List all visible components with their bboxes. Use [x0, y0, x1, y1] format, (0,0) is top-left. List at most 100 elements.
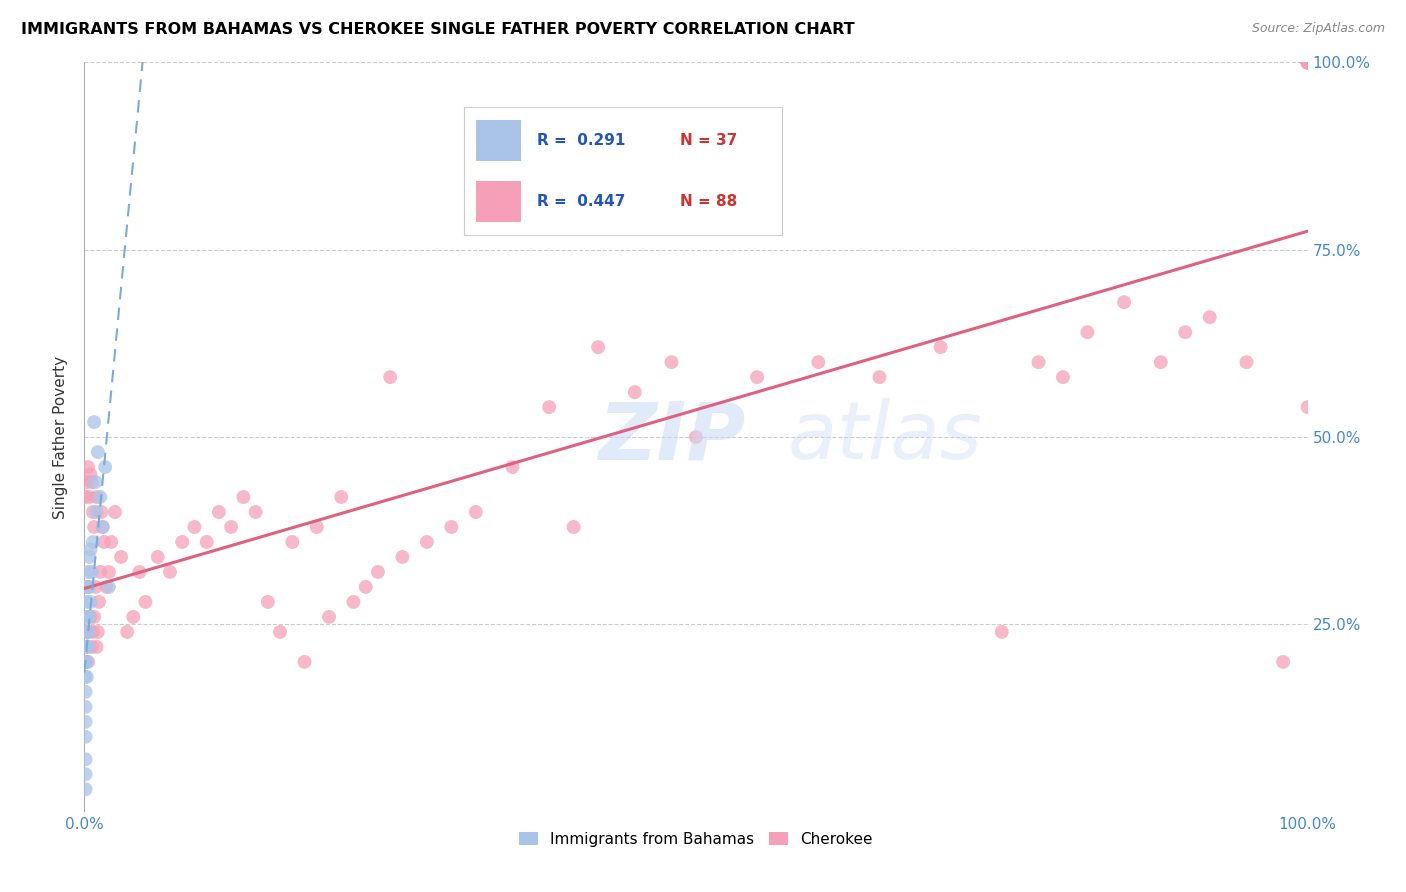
Point	[82, 535, 104, 549]
Point	[80, 640, 103, 654]
Text: Source: ZipAtlas.com: Source: ZipAtlas.com	[1251, 22, 1385, 36]
Point	[76, 670, 98, 684]
Point	[75, 685, 97, 699]
Point	[79, 595, 101, 609]
Point	[330, 490, 353, 504]
Point	[77, 565, 100, 579]
Point	[76, 640, 98, 654]
Point	[110, 549, 132, 564]
Point	[624, 385, 647, 400]
Point	[1296, 55, 1319, 70]
Point	[77, 549, 100, 564]
Point	[75, 640, 97, 654]
Point	[232, 490, 254, 504]
Point	[807, 355, 830, 369]
Point	[84, 580, 107, 594]
Point	[77, 610, 100, 624]
Point	[104, 505, 127, 519]
Text: IMMIGRANTS FROM BAHAMAS VS CHEROKEE SINGLE FATHER POVERTY CORRELATION CHART: IMMIGRANTS FROM BAHAMAS VS CHEROKEE SING…	[21, 22, 855, 37]
Point	[661, 355, 683, 369]
Point	[75, 752, 97, 766]
Point	[502, 460, 524, 475]
Point	[991, 624, 1014, 639]
Point	[77, 640, 100, 654]
Point	[305, 520, 328, 534]
Point	[75, 782, 97, 797]
Point	[929, 340, 952, 354]
Point	[76, 624, 98, 639]
Point	[146, 549, 169, 564]
Point	[115, 624, 138, 639]
Point	[1174, 325, 1197, 339]
Point	[83, 520, 105, 534]
Point	[380, 370, 402, 384]
Point	[1296, 55, 1319, 70]
Point	[75, 767, 97, 781]
Point	[83, 415, 105, 429]
Point	[257, 595, 280, 609]
Point	[77, 624, 100, 639]
Point	[75, 714, 97, 729]
Point	[84, 475, 107, 489]
Point	[91, 520, 114, 534]
Point	[1296, 55, 1319, 70]
Point	[391, 549, 413, 564]
Point	[195, 535, 218, 549]
Point	[1236, 355, 1258, 369]
Point	[1028, 355, 1050, 369]
Point	[77, 580, 100, 594]
Point	[294, 655, 316, 669]
Point	[1076, 325, 1098, 339]
Point	[80, 565, 103, 579]
Point	[416, 535, 439, 549]
Point	[75, 699, 97, 714]
Point	[367, 565, 389, 579]
Point	[87, 445, 110, 459]
Point	[82, 505, 104, 519]
Point	[97, 580, 120, 594]
Legend: Immigrants from Bahamas, Cherokee: Immigrants from Bahamas, Cherokee	[513, 825, 879, 853]
Point	[79, 542, 101, 557]
Point	[77, 580, 100, 594]
Point	[89, 490, 111, 504]
Point	[562, 520, 585, 534]
Point	[464, 505, 486, 519]
Point	[97, 565, 120, 579]
Point	[1296, 55, 1319, 70]
Point	[538, 400, 561, 414]
Point	[100, 535, 122, 549]
Point	[77, 490, 100, 504]
Text: ZIP: ZIP	[598, 398, 745, 476]
Point	[135, 595, 157, 609]
Point	[219, 520, 242, 534]
Point	[76, 475, 98, 489]
Point	[440, 520, 463, 534]
Point	[87, 624, 110, 639]
Point	[77, 655, 100, 669]
Point	[245, 505, 267, 519]
Point	[1272, 655, 1295, 669]
Point	[80, 475, 103, 489]
Point	[75, 730, 97, 744]
Point	[281, 535, 304, 549]
Point	[1296, 55, 1319, 70]
Point	[122, 610, 145, 624]
Point	[1198, 310, 1220, 325]
Point	[76, 655, 98, 669]
Point	[77, 460, 100, 475]
Point	[86, 640, 108, 654]
Point	[1052, 370, 1074, 384]
Point	[76, 624, 98, 639]
Point	[1296, 55, 1319, 70]
Point	[172, 535, 194, 549]
Point	[79, 610, 101, 624]
Y-axis label: Single Father Poverty: Single Father Poverty	[53, 356, 69, 518]
Point	[94, 460, 117, 475]
Point	[83, 610, 105, 624]
Point	[128, 565, 150, 579]
Point	[75, 655, 97, 669]
Point	[1296, 400, 1319, 414]
Point	[159, 565, 181, 579]
Point	[87, 595, 110, 609]
Point	[685, 430, 707, 444]
